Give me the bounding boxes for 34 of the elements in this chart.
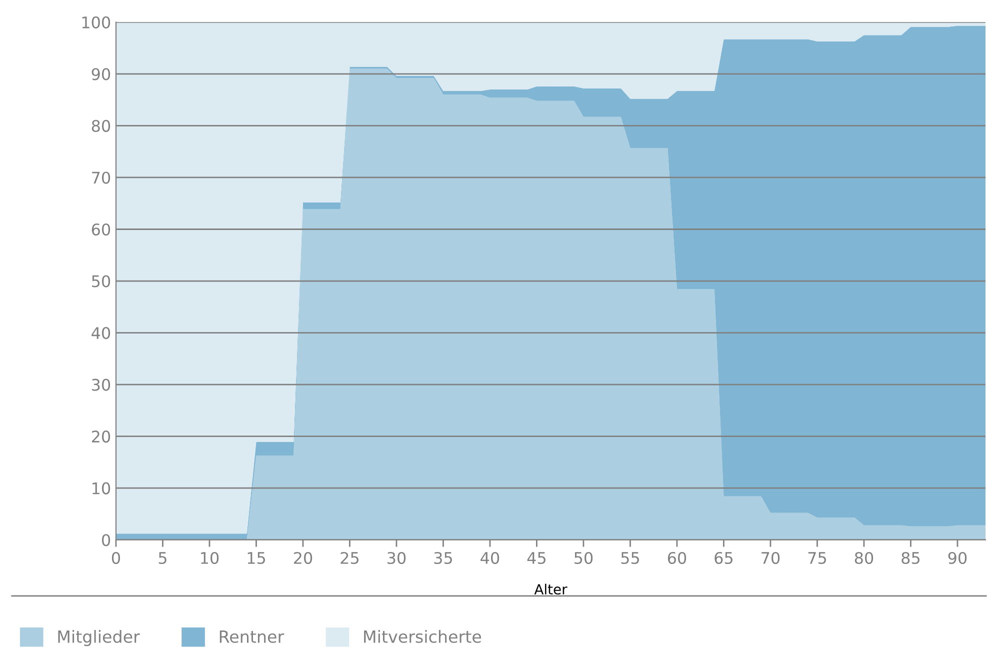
- y-tick-label: 90: [92, 68, 110, 80]
- x-tick-label: 25: [340, 552, 358, 564]
- y-tick-label: 0: [102, 534, 110, 546]
- x-tick-label: 85: [902, 552, 920, 564]
- x-tick-label: 0: [112, 552, 120, 564]
- x-tick-label: 60: [668, 552, 686, 564]
- legend-label: Mitglieder: [58, 630, 140, 646]
- x-tick-label: 10: [201, 552, 219, 564]
- x-tick-label: 90: [948, 552, 967, 564]
- x-tick-label: 5: [158, 552, 166, 564]
- legend-label: Mitversicherte: [364, 630, 482, 643]
- y-tick-label: 60: [92, 223, 110, 236]
- y-tick-label: 30: [92, 378, 110, 391]
- x-tick-label: 45: [527, 552, 546, 564]
- y-tick-label: 20: [92, 430, 110, 443]
- y-tick-label: 40: [92, 326, 110, 340]
- y-tick-label: 50: [92, 275, 110, 288]
- x-tick-label: 75: [808, 552, 826, 564]
- legend-label: Rentner: [220, 630, 284, 643]
- x-tick-label: 70: [762, 552, 780, 564]
- x-tick-label: 15: [248, 552, 265, 564]
- x-tick-label: 30: [388, 552, 406, 564]
- x-tick-label: 55: [621, 552, 639, 564]
- x-tick-label: 20: [294, 552, 312, 564]
- y-tick-label: 70: [92, 172, 110, 184]
- y-tick-label: 100: [82, 16, 110, 28]
- x-tick-label: 50: [574, 552, 593, 564]
- x-axis-title: Alter: [534, 584, 568, 595]
- y-tick-label: 80: [92, 120, 110, 132]
- x-tick-label: 80: [854, 552, 874, 564]
- x-tick-label: 35: [434, 552, 452, 564]
- x-tick-label: 40: [480, 552, 500, 564]
- y-tick-label: 10: [92, 482, 110, 494]
- x-tick-label: 65: [714, 552, 732, 564]
